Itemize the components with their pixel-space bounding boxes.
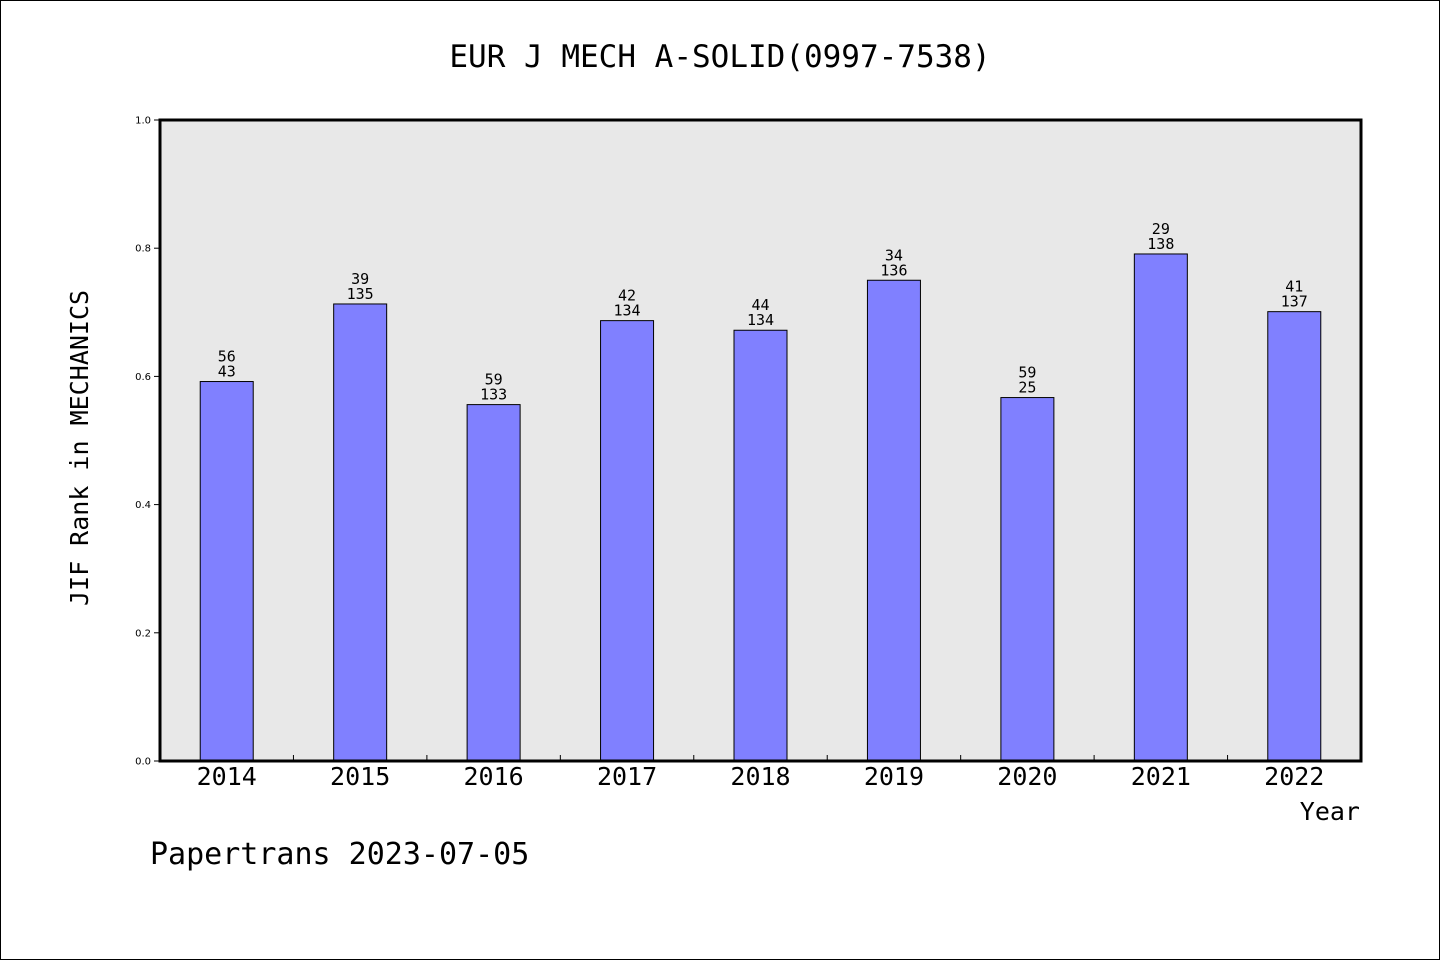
y-tick-label: 0.8 [135,244,151,255]
bar-2015 [333,303,388,762]
y-tick-label: 0.4 [135,500,151,511]
bar-2020 [1000,397,1055,762]
bars-layer [199,253,1322,762]
bar-2021 [1133,253,1188,762]
x-tick-label: 2014 [197,762,257,791]
x-tick-label: 2015 [330,762,390,791]
bar-2019 [866,279,921,762]
y-tick-label: 0.2 [135,628,151,639]
bar-2022 [1267,311,1322,762]
bar-total-label: 136 [880,261,907,279]
y-tick-label: 1.0 [135,116,151,127]
bar-2018 [733,329,788,762]
bar-rank-label: 42 [618,287,636,305]
bar-total-label: 134 [747,311,774,329]
bar-2017 [600,320,655,762]
bar-total-label: 137 [1281,293,1308,311]
bar-2014 [199,381,254,762]
x-tick-label: 2022 [1264,762,1324,791]
bar-total-label: 134 [614,302,641,320]
bar-total-label: 133 [480,386,507,404]
x-tick-label: 2019 [864,762,924,791]
bar-rank-label: 56 [218,348,236,366]
plot-border [158,118,1363,763]
footer-text: Papertrans 2023-07-05 [150,837,529,872]
bar-rank-label: 59 [1018,364,1036,382]
x-tick-label: 2017 [597,762,657,791]
x-tick-label: 2021 [1131,762,1191,791]
bar-total-label: 43 [218,363,236,381]
x-tick-label: 2018 [730,762,790,791]
bar-rank-label: 59 [485,371,503,389]
x-tick-label: 2020 [997,762,1057,791]
x-axis-label: Year [1300,797,1360,826]
bar-total-label: 25 [1018,379,1036,397]
x-axis: 2014 2015 2016 2017 2018 2019 2020 2021 2022 [197,755,1324,791]
y-tick-label: 0.6 [135,372,151,383]
bar-total-label: 135 [347,285,374,303]
y-tick-label: 0.0 [135,757,151,768]
bar-rank-label: 34 [885,246,903,264]
chart-title: EUR J MECH A-SOLID(0997-7538) [449,39,990,75]
bar-2016 [466,404,521,762]
bar-rank-label: 29 [1152,220,1170,238]
x-tick-label: 2016 [464,762,524,791]
bar-total-label: 138 [1147,235,1174,253]
bar-rank-label: 41 [1285,278,1303,296]
y-axis: 0.0 0.2 0.4 0.6 0.8 1.0 [135,116,160,768]
bar-rank-label: 44 [751,296,769,314]
y-axis-label: JIF Rank in MECHANICS [65,290,94,606]
bar-rank-label: 39 [351,270,369,288]
